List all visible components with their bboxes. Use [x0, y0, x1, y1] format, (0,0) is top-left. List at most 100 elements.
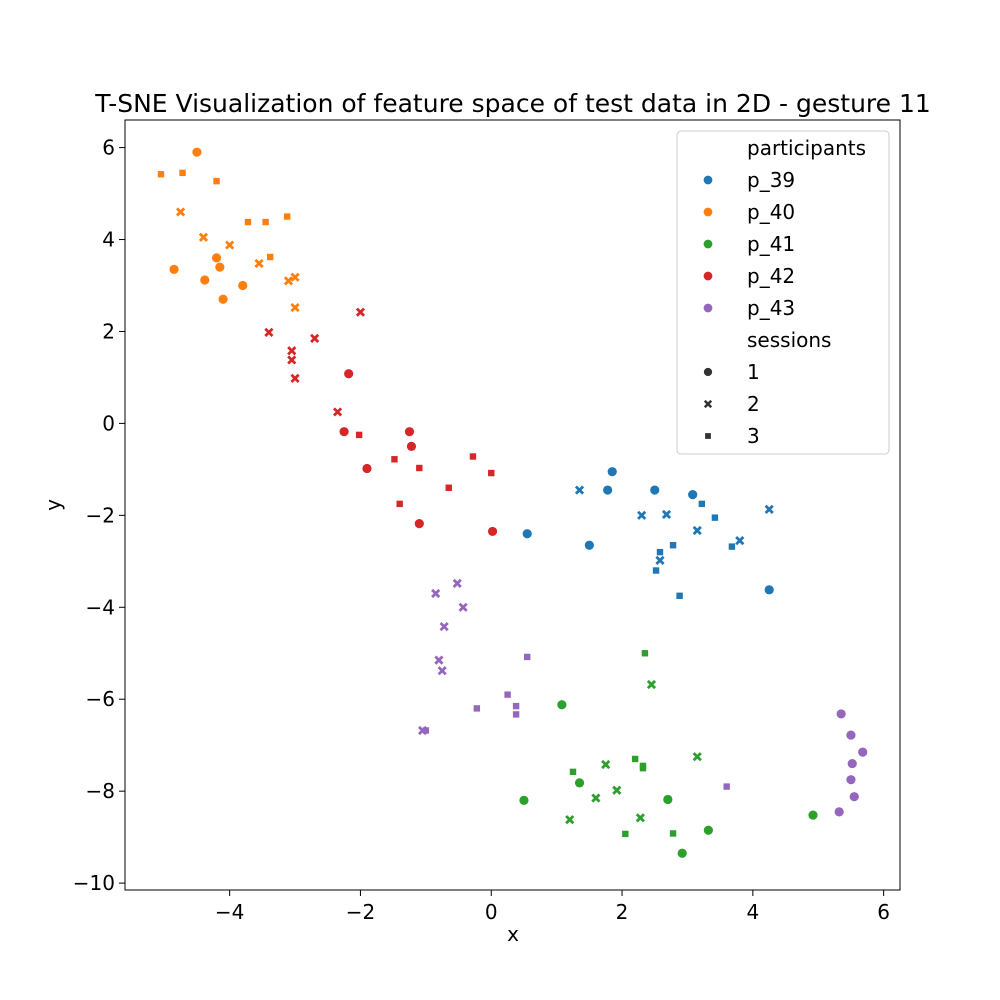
chart-title: T-SNE Visualization of feature space of …	[94, 89, 931, 118]
y-tick-label: −4	[86, 595, 115, 619]
data-point-p_41-session-1	[808, 810, 818, 820]
data-point-p_41-session-3	[622, 830, 629, 838]
legend-marker-p_40	[703, 207, 713, 217]
data-point-p_40-session-1	[238, 280, 248, 291]
data-point-p_43-session-2	[431, 588, 441, 599]
data-point-p_41-session-3	[631, 755, 639, 763]
data-point-p_39-session-3	[652, 567, 660, 574]
data-point-p_43-session-1	[846, 730, 856, 740]
y-tick-label: 2	[102, 319, 115, 343]
data-point-p_39-session-2	[655, 555, 665, 565]
data-point-p_42-session-1	[414, 519, 424, 529]
data-point-p_40-session-2	[290, 272, 300, 282]
legend-label-session-1: 1	[747, 360, 760, 384]
x-axis-ticks: −4 −2 0 2 4 6	[215, 890, 890, 924]
data-point-p_41-session-3	[569, 768, 577, 776]
data-point-p_41-session-2	[612, 785, 622, 795]
data-point-p_42-session-2	[332, 407, 343, 417]
data-point-p_39-session-3	[698, 500, 706, 508]
y-tick-label: 0	[102, 411, 115, 435]
x-tick-label: −2	[346, 900, 375, 924]
data-point-p_41-session-1	[677, 848, 687, 858]
data-point-p_39-session-1	[688, 490, 698, 500]
data-point-p_43-session-3	[512, 702, 520, 710]
data-point-p_43-session-3	[723, 783, 730, 790]
y-tick-label: 6	[102, 136, 115, 160]
data-point-p_40-session-1	[192, 147, 202, 157]
data-point-p_42-session-2	[287, 346, 297, 356]
legend-box	[676, 130, 890, 455]
data-point-p_40-session-1	[215, 262, 225, 272]
data-point-p_40-session-2	[283, 276, 294, 286]
legend-label-p_41: p_41	[747, 232, 795, 256]
data-point-p_42-session-2	[355, 307, 366, 317]
x-axis-label: x	[507, 922, 519, 946]
legend-label-p_39: p_39	[747, 168, 795, 192]
legend-marker-p_41	[703, 239, 713, 249]
data-point-p_40-session-3	[244, 218, 252, 226]
data-point-p_39-session-3	[669, 542, 677, 549]
legend-sessions-title: sessions	[747, 328, 831, 352]
data-point-p_40-session-2	[176, 207, 186, 217]
data-point-p_42-session-1	[362, 463, 372, 474]
data-point-p_43-session-2	[452, 578, 462, 588]
data-point-p_40-session-3	[157, 171, 165, 178]
x-tick-label: −4	[215, 900, 244, 924]
data-point-p_41-session-2	[646, 679, 657, 690]
data-point-p_42-session-3	[396, 500, 403, 508]
data-point-p_39-session-2	[661, 509, 672, 520]
data-point-p_42-session-3	[488, 469, 495, 477]
legend-label-p_43: p_43	[747, 296, 795, 320]
data-point-p_42-session-3	[355, 431, 363, 439]
data-point-p_39-session-1	[522, 529, 532, 539]
data-point-p_42-session-1	[406, 441, 417, 451]
data-point-p_39-session-1	[603, 485, 613, 495]
legend-label-p_40: p_40	[747, 200, 795, 224]
data-point-p_41-session-3	[669, 830, 677, 837]
data-point-p_40-session-2	[254, 258, 264, 269]
data-point-p_40-session-1	[218, 294, 228, 304]
data-points	[157, 147, 868, 858]
y-axis-ticks: 6 4 2 0 −2 −4 −6 −8 −10	[73, 136, 125, 895]
data-point-p_42-session-3	[469, 453, 477, 460]
data-point-p_43-session-2	[458, 602, 468, 612]
data-point-p_40-session-3	[266, 253, 274, 261]
data-point-p_42-session-3	[445, 484, 452, 491]
legend-marker-p_39	[703, 175, 713, 185]
legend: participants p_39 p_40 p_41 p_42 p_43 sessions…	[676, 130, 890, 455]
data-point-p_40-session-1	[169, 264, 179, 275]
data-point-p_39-session-1	[584, 540, 594, 550]
data-point-p_41-session-2	[591, 793, 601, 803]
y-tick-label: −6	[86, 687, 115, 711]
data-point-p_43-session-3	[422, 727, 430, 734]
data-point-p_43-session-3	[512, 711, 520, 718]
data-point-p_43-session-1	[834, 807, 844, 817]
data-point-p_42-session-2	[290, 373, 300, 383]
y-tick-label: 4	[102, 228, 115, 252]
data-point-p_42-session-1	[487, 526, 498, 537]
x-tick-label: 4	[746, 900, 759, 924]
legend-marker-session-2	[703, 399, 713, 409]
data-point-p_41-session-2	[601, 759, 611, 770]
data-point-p_43-session-2	[434, 655, 444, 665]
data-point-p_42-session-3	[416, 464, 423, 472]
legend-participants-title: participants	[747, 136, 866, 160]
data-point-p_42-session-3	[391, 456, 398, 463]
data-point-p_41-session-2	[692, 752, 702, 762]
data-point-p_42-session-2	[310, 333, 320, 343]
data-point-p_39-session-1	[650, 485, 660, 495]
data-point-p_39-session-2	[637, 510, 647, 520]
data-point-p_41-session-1	[557, 700, 567, 710]
data-point-p_43-session-1	[847, 758, 857, 769]
x-tick-label: 2	[616, 900, 629, 924]
y-tick-label: −8	[86, 779, 115, 803]
data-point-p_39-session-1	[607, 467, 617, 477]
data-point-p_43-session-2	[439, 622, 449, 632]
data-point-p_41-session-1	[663, 794, 673, 805]
data-point-p_40-session-3	[213, 177, 220, 185]
data-point-p_39-session-2	[692, 525, 702, 536]
data-point-p_42-session-1	[344, 369, 354, 379]
x-tick-label: 6	[877, 900, 890, 924]
plot-frame	[124, 119, 901, 891]
